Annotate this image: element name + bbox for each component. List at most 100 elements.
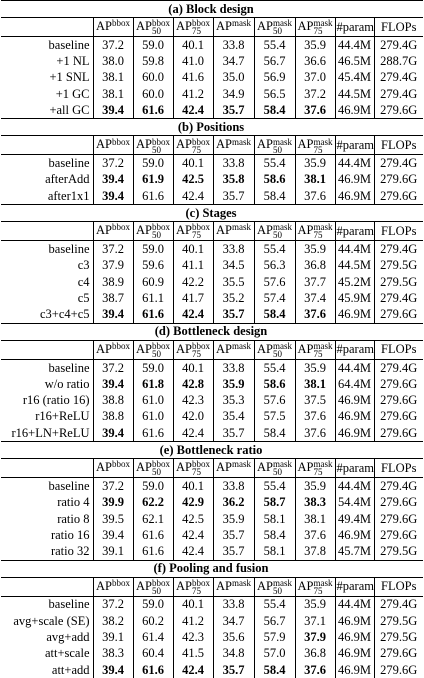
value-cell: 61.6 (132, 188, 173, 205)
value-cell: 61.6 (132, 543, 173, 561)
bold-value: 62.2 (142, 495, 164, 510)
value-cell: 37.6 (294, 306, 335, 324)
header-scripts: bbox (112, 223, 130, 239)
subscript (232, 468, 251, 476)
header-cell: AP mask 50 (253, 135, 295, 156)
value-cell: 37.5 (294, 392, 335, 409)
value-cell: 37.9 (294, 629, 335, 646)
header-text: FLOPs (381, 460, 417, 475)
section-title: (c) Stages (1, 204, 423, 222)
subscript: 50 (272, 585, 282, 596)
subscript: 75 (313, 348, 323, 359)
value-cell: 39.1 (92, 543, 133, 561)
header-cell: AP bbox (92, 221, 133, 242)
value-cell: 35.0 (212, 69, 254, 86)
data-row: ratio 4 39.9 62.2 42.9 36.2 58.7 38.3 54.4M 279.… (1, 494, 423, 511)
value-cell: 279.4G (373, 359, 423, 377)
superscript: bbox (111, 222, 130, 233)
header-text: AP (176, 137, 192, 152)
header-cell: AP bbox 50 (132, 576, 173, 597)
header-text: AP (216, 341, 232, 356)
value-cell: 44.4M (334, 359, 374, 377)
subscript: 50 (151, 467, 161, 478)
value-cell: 33.8 (212, 240, 254, 258)
superscript: bbox (151, 222, 170, 233)
superscript: mask (313, 222, 333, 233)
bold-value: 42.4 (182, 102, 204, 117)
header-scripts: mask 75 (313, 460, 332, 477)
value-cell: 37.6 (294, 527, 335, 544)
header-cell: #param (334, 458, 374, 479)
value-cell: 35.2 (212, 290, 254, 307)
value-cell: 61.6 (132, 102, 173, 119)
value-cell: 33.8 (212, 477, 254, 495)
header-text: AP (257, 578, 273, 593)
header-text: FLOPs (381, 137, 417, 152)
value-cell: 35.4 (212, 408, 254, 426)
header-text: AP (96, 223, 112, 238)
header-text: AP (257, 18, 273, 33)
value-cell: 34.8 (212, 645, 254, 663)
value-cell: 38.3 (92, 645, 133, 663)
subscript: 50 (272, 26, 282, 37)
header-cell: AP mask 75 (294, 135, 335, 156)
header-cell: FLOPs (373, 458, 423, 479)
header-text: AP (176, 460, 192, 475)
value-cell: 39.4 (92, 376, 133, 393)
bold-value: 58.6 (263, 172, 286, 187)
header-cell: AP bbox 50 (132, 17, 173, 37)
value-cell: 58.4 (253, 527, 295, 544)
row-label: after1x1 (47, 188, 90, 203)
header-text: AP (96, 137, 112, 152)
value-cell: 42.4 (172, 527, 213, 544)
value-cell: 55.4 (253, 240, 295, 258)
header-scripts: mask (232, 223, 251, 239)
value-cell: 38.8 (92, 408, 133, 426)
value-cell: 46.9M (334, 645, 374, 663)
data-row: baseline 37.2 59.0 40.1 33.8 55.4 35.9 44.4M 279… (1, 240, 423, 258)
bold-value: 39.4 (102, 172, 124, 187)
row-label: c3 (77, 258, 90, 273)
superscript: mask (272, 222, 292, 233)
value-cell: 35.7 (212, 425, 254, 442)
header-row: AP bbox AP bbox 50 AP bbox 75 AP mask AP mask 50 AP… (1, 221, 423, 242)
header-cell: AP mask (212, 221, 254, 242)
subscript: 50 (272, 144, 282, 155)
row-label: baseline (48, 360, 90, 375)
subscript (112, 146, 130, 154)
bold-value: 42.8 (182, 376, 204, 391)
row-label: w/o ratio (44, 376, 90, 391)
subscript: 50 (272, 230, 282, 241)
subscript (232, 146, 251, 154)
header-text: AP (176, 578, 192, 593)
value-cell: 279.6G (373, 392, 423, 409)
value-cell: 58.4 (253, 188, 295, 205)
bold-value: 61.9 (142, 172, 164, 187)
value-cell: 42.2 (172, 273, 213, 291)
header-scripts: bbox (112, 19, 130, 35)
header-scripts: bbox 50 (152, 578, 170, 595)
value-cell: 60.0 (132, 69, 173, 86)
section-title-row: (d) Bottleneck design (1, 322, 423, 341)
row-label: afterAdd (45, 172, 90, 187)
value-cell: 279.6G (373, 306, 423, 324)
value-cell: 38.1 (294, 510, 335, 528)
data-row: +1 SNL 38.1 60.0 41.6 35.0 56.9 37.0 45.4M 279.4… (1, 69, 423, 86)
value-cell: 58.6 (253, 376, 295, 393)
superscript: bbox (191, 459, 210, 470)
row-label: baseline (48, 37, 90, 52)
value-cell: 279.6G (373, 188, 423, 205)
value-cell: 46.5M (334, 53, 374, 70)
value-cell: 42.3 (172, 629, 213, 646)
value-cell: 35.7 (212, 306, 254, 324)
data-row: r16+LN+ReLU 39.4 61.6 42.4 35.7 58.4 37.6 46.9M… (1, 425, 423, 442)
section-title-row: (c) Stages (1, 204, 423, 222)
value-cell: 37.2 (294, 85, 335, 103)
header-cell: AP bbox 75 (172, 576, 213, 597)
subscript: 50 (151, 144, 161, 155)
data-row: c4 38.9 60.9 42.2 35.5 57.6 37.7 45.2M 279.5G (1, 273, 423, 291)
superscript: mask (272, 136, 292, 147)
row-label: ratio 32 (50, 544, 90, 559)
value-cell: 61.9 (132, 171, 173, 189)
